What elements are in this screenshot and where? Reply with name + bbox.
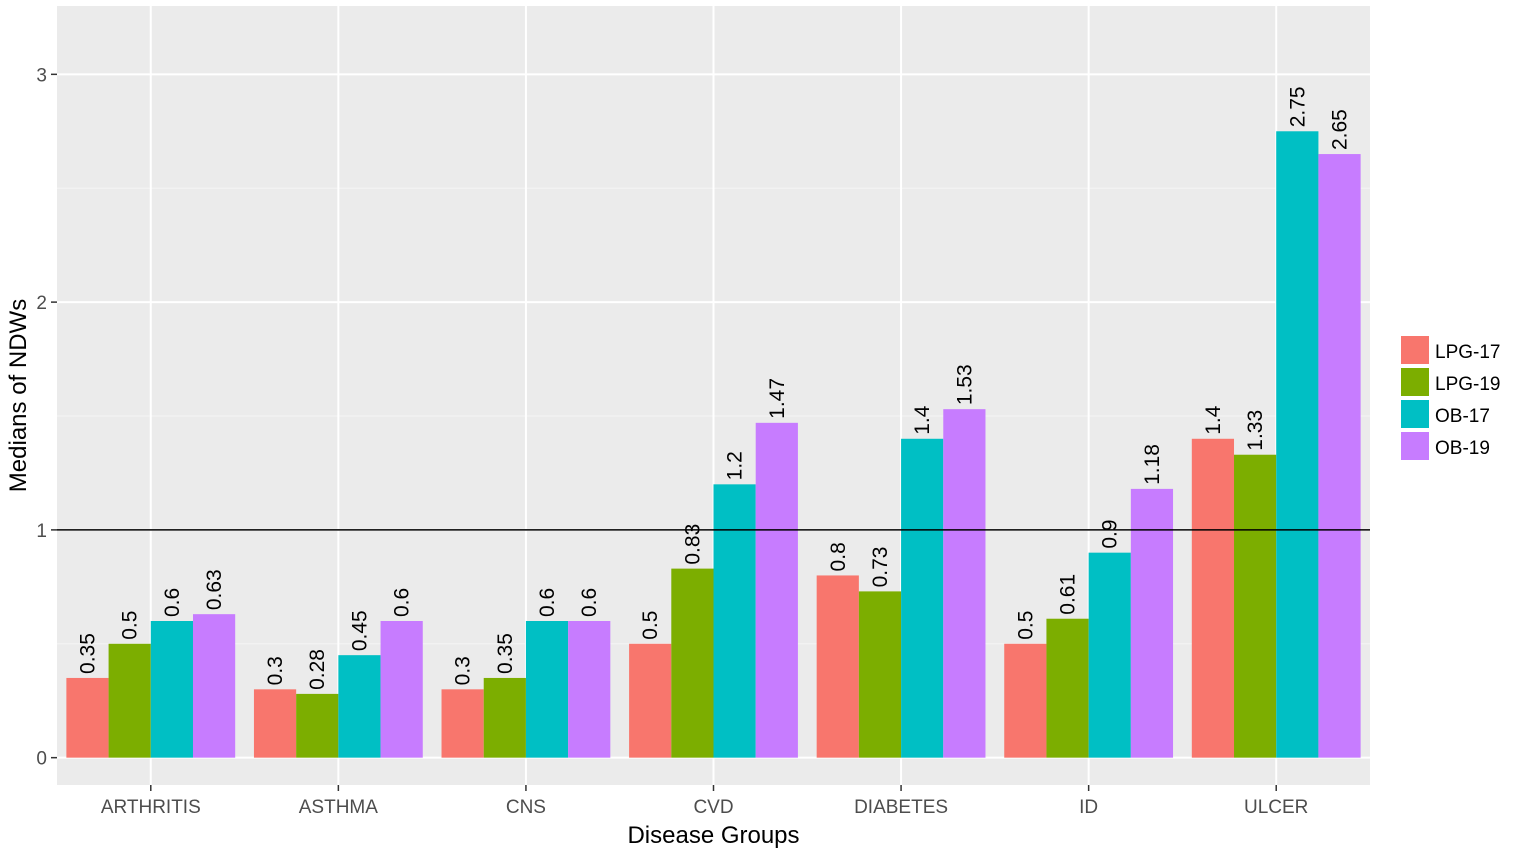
bar-lpg-19-cns — [483, 677, 526, 758]
data-label: 1.2 — [724, 451, 747, 480]
bar-ob-19-arthritis — [192, 614, 236, 758]
bar-ob-19-diabetes — [943, 409, 986, 758]
data-label: 2.75 — [1286, 86, 1309, 127]
bar-lpg-19-ulcer — [1234, 454, 1277, 758]
data-label: 0.35 — [76, 633, 99, 674]
bar-ob-17-diabetes — [901, 438, 944, 758]
bar-ob-19-cns — [568, 621, 611, 758]
data-label: 1.53 — [953, 364, 976, 405]
bar-ob-17-arthritis — [150, 621, 193, 758]
legend-label: OB-17 — [1435, 406, 1490, 427]
bar-lpg-19-diabetes — [858, 591, 902, 758]
y-axis-title: Medians of NDWs — [5, 299, 32, 492]
legend-key — [1401, 432, 1429, 460]
data-label: 0.5 — [1014, 611, 1037, 640]
data-label: 0.63 — [203, 569, 226, 610]
bar-ob-19-id — [1130, 488, 1174, 758]
data-label: 0.83 — [681, 524, 704, 565]
y-tick-label: 1 — [36, 521, 47, 542]
data-label: 0.9 — [1099, 519, 1122, 548]
x-tick-label: ASTHMA — [299, 797, 379, 818]
data-label: 0.6 — [536, 588, 559, 617]
data-label: 0.5 — [119, 611, 142, 640]
bar-ob-19-ulcer — [1318, 154, 1361, 758]
legend: LPG-17 LPG-19 OB-17 OB-19 — [1401, 336, 1500, 460]
legend-label: LPG-19 — [1435, 374, 1500, 395]
bar-lpg-17-cns — [441, 689, 484, 758]
bar-lpg-17-cvd — [629, 643, 672, 758]
data-label: 0.6 — [161, 588, 184, 617]
data-label: 1.47 — [766, 378, 789, 419]
bar-lpg-17-id — [1004, 643, 1047, 758]
bar-ob-17-cvd — [713, 484, 756, 758]
data-label: 0.6 — [578, 588, 601, 617]
x-tick-label: CVD — [693, 797, 733, 818]
bar-ob-17-id — [1088, 552, 1131, 758]
data-label: 1.18 — [1141, 444, 1164, 485]
data-label: 0.5 — [639, 611, 662, 640]
bar-ob-17-asthma — [338, 655, 381, 758]
x-tick-label: ID — [1079, 797, 1098, 818]
legend-label: OB-19 — [1435, 438, 1490, 459]
bar-lpg-17-asthma — [253, 689, 297, 758]
data-label: 0.8 — [827, 542, 850, 571]
data-label: 1.4 — [911, 405, 934, 435]
data-label: 2.65 — [1329, 109, 1352, 150]
bar-lpg-17-arthritis — [66, 677, 109, 758]
data-label: 0.6 — [391, 588, 414, 617]
x-tick-label: ULCER — [1244, 797, 1308, 818]
y-tick-label: 2 — [36, 293, 47, 314]
data-label: 0.3 — [264, 656, 287, 685]
data-label: 0.73 — [869, 547, 892, 588]
x-tick-label: ARTHRITIS — [101, 797, 201, 818]
bar-ob-17-ulcer — [1276, 131, 1319, 758]
data-label: 1.4 — [1202, 405, 1225, 435]
bar-ob-17-cns — [525, 621, 569, 758]
data-label: 0.28 — [306, 649, 329, 690]
bar-lpg-19-arthritis — [108, 643, 151, 758]
data-label: 0.45 — [348, 610, 371, 651]
bar-lpg-19-asthma — [296, 693, 339, 758]
x-tick-label: CNS — [506, 797, 546, 818]
legend-key — [1401, 336, 1429, 364]
bar-ob-19-asthma — [380, 621, 423, 758]
data-label: 0.61 — [1057, 574, 1080, 615]
data-label: 1.33 — [1244, 410, 1267, 451]
bar-lpg-17-ulcer — [1191, 438, 1235, 758]
data-label: 0.35 — [494, 633, 517, 674]
bar-lpg-19-id — [1046, 618, 1089, 758]
bar-ob-19-cvd — [755, 422, 798, 758]
legend-key — [1401, 400, 1429, 428]
legend-key — [1401, 368, 1429, 396]
data-label: 0.3 — [452, 656, 475, 685]
bar-lpg-19-cvd — [671, 568, 714, 758]
y-tick-label: 0 — [36, 749, 47, 770]
y-tick-label: 3 — [36, 65, 47, 86]
x-tick-label: DIABETES — [854, 797, 948, 818]
bar-lpg-17-diabetes — [816, 575, 859, 758]
x-axis-title: Disease Groups — [627, 822, 799, 849]
legend-label: LPG-17 — [1435, 342, 1500, 363]
